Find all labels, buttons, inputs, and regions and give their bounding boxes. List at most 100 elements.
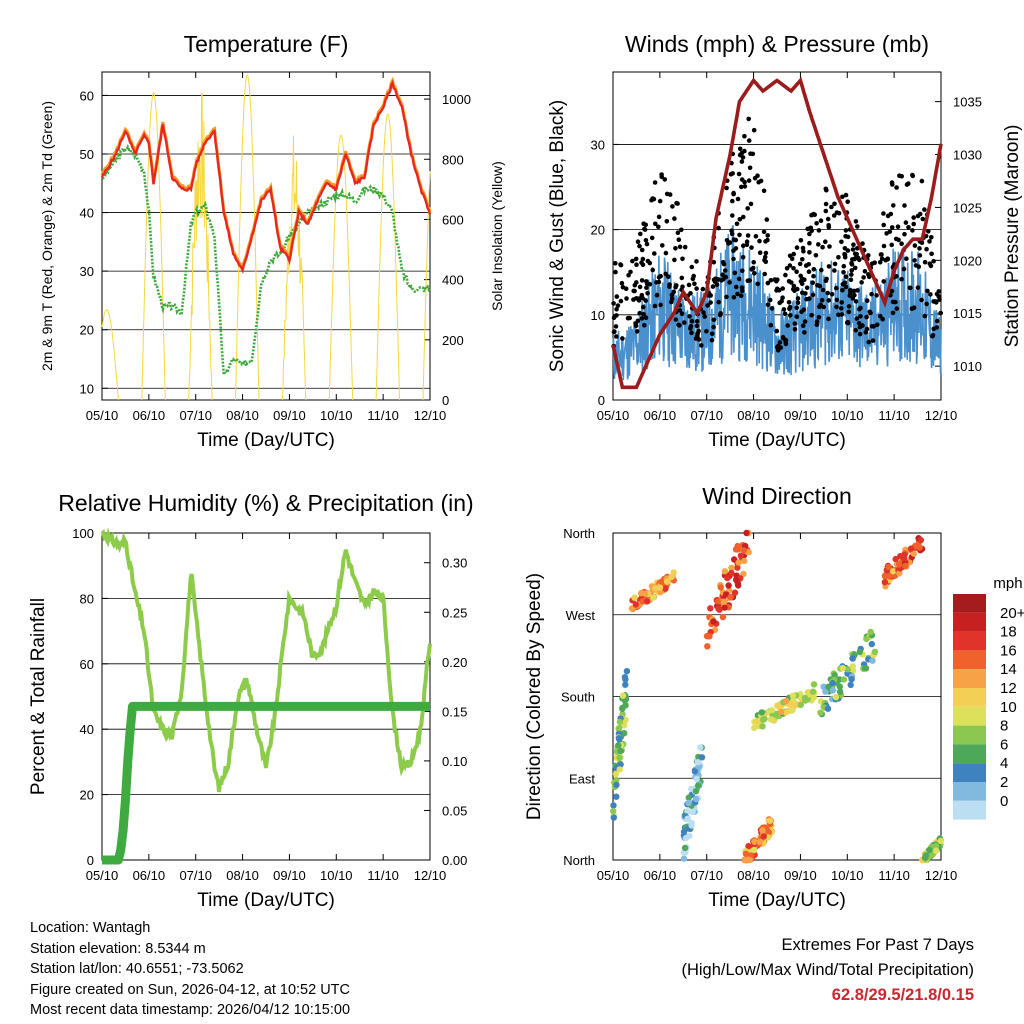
winds-ytick-label: 10 [591, 308, 605, 323]
direction-point [610, 802, 617, 809]
gust-point [929, 235, 934, 240]
gust-point [645, 258, 651, 264]
gust-point [839, 306, 844, 311]
gust-point [658, 302, 663, 308]
winds-y2tick-label: 1020 [953, 253, 982, 268]
direction-point [695, 782, 702, 789]
gust-point [660, 243, 665, 248]
gust-point [823, 186, 829, 192]
direction-point [715, 598, 722, 605]
direction-point [616, 766, 623, 773]
winds-y2label: Station Pressure (Maroon) [1002, 125, 1023, 348]
direction-point [719, 613, 727, 621]
speed-legend-swatch [953, 669, 986, 688]
gust-point [645, 291, 650, 296]
gust-point [799, 309, 804, 315]
gust-point [827, 244, 832, 249]
gust-point [832, 201, 837, 207]
winds-y2tick-label: 1010 [953, 359, 982, 374]
temperature-xtick-label: 05/10 [86, 408, 119, 423]
gust-point [874, 293, 879, 298]
gust-point [899, 174, 904, 179]
gust-point [787, 263, 793, 268]
rh-y2tick-label: 0.15 [442, 704, 467, 719]
gust-point [650, 267, 655, 273]
gust-point [869, 291, 874, 297]
gust-point [702, 314, 707, 319]
rh-xtick-label: 07/10 [179, 868, 212, 883]
gust-point [730, 198, 735, 204]
wind-direction-xtick-label: 07/10 [690, 868, 723, 883]
gust-point [915, 213, 921, 219]
gust-point [693, 336, 699, 341]
gust-point [695, 331, 700, 336]
gust-point [639, 247, 645, 253]
gust-point [919, 178, 925, 184]
extremes-block: Extremes For Past 7 Days (High/Low/Max W… [681, 933, 974, 1008]
direction-point [704, 643, 711, 650]
temperature-ytick-label: 10 [80, 381, 94, 396]
gust-point [791, 266, 796, 271]
gust-point [676, 237, 682, 242]
gust-point [845, 234, 851, 240]
gust-point [819, 297, 825, 303]
gust-point [931, 258, 936, 264]
recent-timestamp: Most recent data timestamp: 2026/04/12 1… [30, 1002, 351, 1018]
gust-point [811, 267, 817, 272]
direction-point [622, 676, 629, 683]
direction-point [668, 573, 675, 581]
gust-point [904, 182, 910, 187]
gust-point [802, 319, 808, 324]
gust-point [768, 322, 774, 328]
gust-point [656, 275, 662, 280]
gust-point [738, 293, 744, 299]
gust-point [829, 204, 834, 210]
gust-point [680, 284, 685, 290]
winds-xlabel: Time (Day/UTC) [708, 430, 846, 451]
direction-point [746, 856, 753, 864]
rh-ytick-label: 60 [80, 657, 94, 672]
gust-point [800, 257, 805, 262]
gust-point [774, 328, 780, 334]
gust-point [839, 312, 845, 317]
gust-point [879, 256, 885, 262]
gust-point [669, 292, 675, 298]
gust-point [769, 306, 775, 311]
direction-point [692, 795, 700, 803]
wind-direction-xtick-label: 09/10 [784, 868, 817, 883]
rh-xtick-label: 08/10 [226, 868, 259, 883]
gust-point [613, 269, 618, 275]
gust-point [731, 248, 736, 253]
temperature-ylabel: 2m & 9m T (Red, Orange) & 2m Td (Green) [39, 101, 55, 371]
gust-point [804, 285, 810, 291]
gust-point [919, 297, 924, 303]
gust-point [740, 268, 745, 274]
gust-point [800, 323, 806, 329]
gust-point [763, 250, 769, 256]
gust-point [737, 232, 742, 238]
gust-point [624, 296, 629, 301]
extremes-subtitle: (High/Low/Max Wind/Total Precipitation) [681, 961, 974, 979]
speed-legend-swatch [953, 650, 986, 670]
station-latlon: Station lat/lon: 40.6551; -73.5062 [30, 961, 244, 977]
speed-legend-swatch [953, 725, 986, 745]
gust-point [739, 177, 745, 182]
winds-xtick-label: 12/10 [925, 408, 958, 423]
gust-point [811, 273, 816, 279]
gust-point [818, 302, 823, 308]
gust-point [857, 331, 863, 337]
gust-point [614, 294, 620, 299]
t2m-line [100, 79, 432, 274]
gust-point [855, 224, 860, 229]
gust-point [911, 221, 916, 227]
gust-point [690, 276, 696, 282]
rh-ytick-label: 40 [80, 722, 94, 737]
gust-point [689, 264, 695, 270]
winds-y2tick-label: 1015 [953, 306, 982, 321]
direction-point [688, 785, 695, 793]
gust-point [924, 246, 929, 252]
gust-point [719, 278, 724, 283]
gust-point [739, 285, 745, 290]
